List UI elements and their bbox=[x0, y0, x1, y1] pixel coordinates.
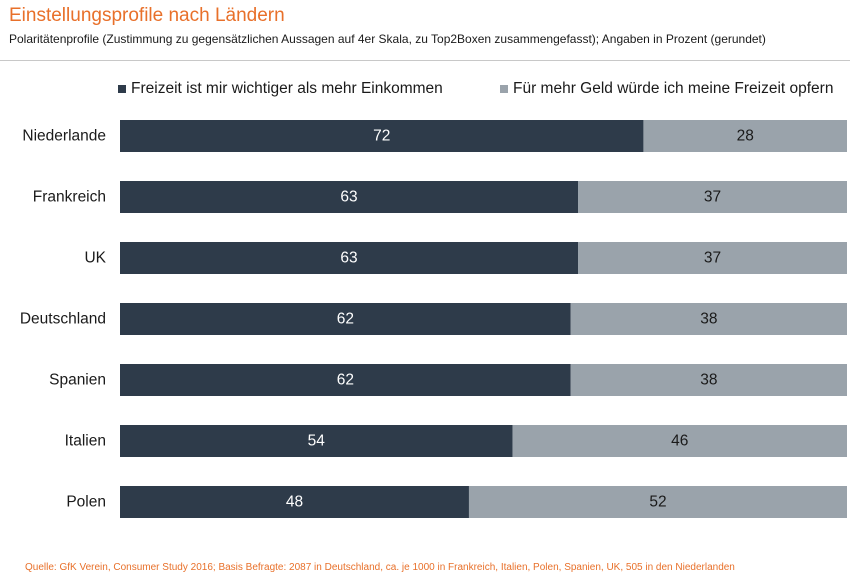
data-label-frankreich-series2: 37 bbox=[704, 189, 721, 206]
data-label-deutschland-series1: 62 bbox=[337, 311, 354, 328]
bar-uk-series2 bbox=[578, 242, 847, 274]
category-label-polen: Polen bbox=[66, 494, 106, 511]
data-label-deutschland-series2: 38 bbox=[700, 311, 717, 328]
bar-frankreich-series1 bbox=[120, 181, 579, 213]
legend-swatch-series1 bbox=[118, 85, 126, 93]
chart-subtitle: Polaritätenprofile (Zustimmung zu gegens… bbox=[9, 32, 766, 46]
category-label-frankreich: Frankreich bbox=[33, 189, 106, 206]
data-label-polen-series1: 48 bbox=[286, 494, 303, 511]
bar-italien-series1 bbox=[120, 425, 513, 457]
data-label-polen-series2: 52 bbox=[649, 494, 666, 511]
data-label-spanien-series1: 62 bbox=[337, 372, 354, 389]
legend-item-geld: Für mehr Geld würde ich meine Freizeit o… bbox=[500, 80, 833, 98]
data-label-uk-series2: 37 bbox=[704, 250, 721, 267]
bar-frankreich-series2 bbox=[578, 181, 847, 213]
category-label-italien: Italien bbox=[65, 433, 106, 450]
data-label-uk-series1: 63 bbox=[340, 250, 357, 267]
data-label-italien-series1: 54 bbox=[308, 433, 326, 450]
bar-niederlande-series2 bbox=[643, 120, 847, 152]
chart-title: Einstellungsprofile nach Ländern bbox=[9, 5, 285, 26]
category-label-niederlande: Niederlande bbox=[22, 128, 106, 145]
bar-deutschland-series1 bbox=[120, 303, 571, 335]
header-divider bbox=[0, 60, 850, 61]
legend-label-series1: Freizeit ist mir wichtiger als mehr Eink… bbox=[131, 80, 443, 97]
data-label-frankreich-series1: 63 bbox=[340, 189, 357, 206]
data-label-niederlande-series1: 72 bbox=[373, 128, 390, 145]
bar-deutschland-series2 bbox=[570, 303, 847, 335]
legend-swatch-series2 bbox=[500, 85, 508, 93]
category-label-deutschland: Deutschland bbox=[20, 311, 106, 328]
data-label-spanien-series2: 38 bbox=[700, 372, 717, 389]
data-label-niederlande-series2: 28 bbox=[737, 128, 754, 145]
legend-label-series2: Für mehr Geld würde ich meine Freizeit o… bbox=[513, 80, 834, 97]
bar-uk-series1 bbox=[120, 242, 579, 274]
data-label-italien-series2: 46 bbox=[671, 433, 688, 450]
legend-item-freizeit: Freizeit ist mir wichtiger als mehr Eink… bbox=[118, 80, 443, 98]
bar-polen-series2 bbox=[468, 486, 847, 518]
stacked-bar-chart: Niederlande 72 28 Frankreich 63 37 UK 63 37 Deuts… bbox=[20, 120, 847, 518]
bar-polen-series1 bbox=[120, 486, 469, 518]
source-note: Quelle: GfK Verein, Consumer Study 2016;… bbox=[25, 562, 735, 573]
category-label-uk: UK bbox=[84, 250, 106, 267]
bar-spanien-series1 bbox=[120, 364, 571, 396]
category-label-spanien: Spanien bbox=[49, 372, 106, 389]
bar-italien-series2 bbox=[512, 425, 847, 457]
bar-spanien-series2 bbox=[570, 364, 847, 396]
bar-niederlande-series1 bbox=[120, 120, 644, 152]
